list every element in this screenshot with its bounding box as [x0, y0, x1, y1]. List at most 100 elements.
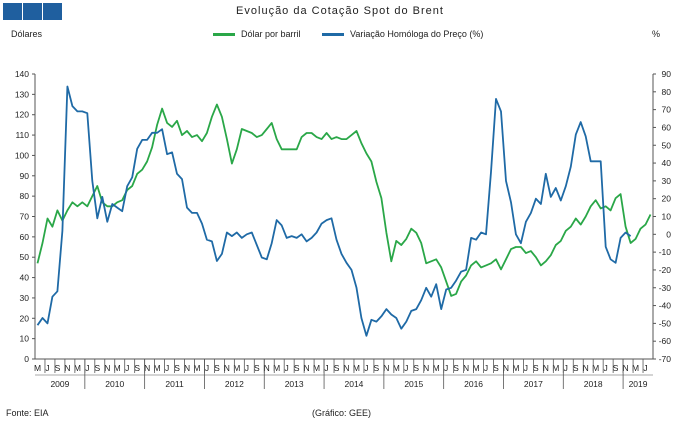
brand-square-2 [23, 3, 42, 20]
month-tick-label: S [94, 363, 100, 373]
month-tick-label: M [313, 363, 320, 373]
left-tick-label: 50 [20, 252, 30, 262]
left-tick-label: 0 [24, 354, 29, 364]
month-tick-label: N [104, 363, 110, 373]
right-tick-label: 20 [662, 194, 672, 204]
left-tick-label: 80 [20, 191, 30, 201]
month-tick-label: N [583, 363, 589, 373]
right-tick-label: 0 [666, 229, 671, 239]
month-tick-label: S [493, 363, 499, 373]
month-tick-label: S [214, 363, 220, 373]
month-tick-label: N [304, 363, 310, 373]
month-tick-label: S [254, 363, 260, 373]
right-tick-label: 80 [662, 87, 672, 97]
month-tick-label: J [564, 363, 568, 373]
month-tick-label: S [334, 363, 340, 373]
month-tick-label: M [193, 363, 200, 373]
legend-swatch-blue [322, 32, 344, 36]
month-tick-label: N [423, 363, 429, 373]
month-tick-label: S [134, 363, 140, 373]
month-tick-label: M [552, 363, 559, 373]
footer-source: Fonte: EIA [6, 408, 49, 418]
month-tick-label: M [592, 363, 599, 373]
month-tick-label: M [433, 363, 440, 373]
month-tick-label: M [233, 363, 240, 373]
month-tick-label: J [404, 363, 408, 373]
right-axis-unit: % [652, 29, 661, 39]
left-tick-label: 130 [15, 89, 29, 99]
right-tick-label: -30 [659, 283, 672, 293]
legend-label-price: Dólar por barril [241, 29, 301, 39]
month-tick-label: J [165, 363, 169, 373]
month-tick-label: M [34, 363, 41, 373]
month-tick-label: S [374, 363, 380, 373]
month-tick-label: N [623, 363, 629, 373]
year-label: 2011 [165, 379, 184, 389]
month-tick-label: J [524, 363, 528, 373]
month-tick-label: M [632, 363, 639, 373]
month-tick-label: M [273, 363, 280, 373]
year-label: 2018 [584, 379, 603, 389]
year-label: 2009 [50, 379, 69, 389]
month-tick-label: N [184, 363, 190, 373]
month-tick-label: J [364, 363, 368, 373]
month-tick-label: N [503, 363, 509, 373]
year-label: 2016 [464, 379, 483, 389]
right-tick-label: 70 [662, 105, 672, 115]
legend-label-variation: Variação Homóloga do Preço (%) [350, 29, 484, 39]
series-line-variation [36, 85, 632, 337]
left-tick-label: 10 [20, 334, 30, 344]
right-tick-label: -60 [659, 336, 672, 346]
month-tick-label: N [343, 363, 349, 373]
brand-square-1 [3, 3, 22, 20]
year-label: 2019 [629, 379, 648, 389]
month-tick-label: S [413, 363, 419, 373]
year-label: 2017 [524, 379, 543, 389]
right-tick-label: 90 [662, 69, 672, 79]
month-tick-label: M [74, 363, 81, 373]
month-tick-label: J [285, 363, 289, 373]
month-tick-label: J [643, 363, 647, 373]
month-tick-label: J [444, 363, 448, 373]
right-tick-label: -10 [659, 247, 672, 257]
month-tick-label: J [85, 363, 89, 373]
month-tick-label: S [613, 363, 619, 373]
footer-credit: (Gráfico: GEE) [312, 408, 372, 418]
left-tick-label: 90 [20, 171, 30, 181]
month-tick-label: J [245, 363, 249, 373]
month-tick-label: M [353, 363, 360, 373]
month-tick-label: M [512, 363, 519, 373]
month-tick-label: N [264, 363, 270, 373]
right-tick-label: 10 [662, 212, 672, 222]
month-tick-label: N [224, 363, 230, 373]
month-tick-label: N [383, 363, 389, 373]
left-tick-label: 20 [20, 313, 30, 323]
left-tick-label: 70 [20, 212, 30, 222]
month-tick-label: J [45, 363, 49, 373]
month-tick-label: S [55, 363, 61, 373]
year-label: 2010 [105, 379, 124, 389]
series-line-price [36, 103, 652, 297]
right-tick-label: -70 [659, 354, 672, 364]
left-tick-label: 40 [20, 273, 30, 283]
left-tick-label: 140 [15, 69, 29, 79]
legend-item-variation: Variação Homóloga do Preço (%) [322, 29, 483, 39]
left-tick-label: 120 [15, 110, 29, 120]
month-tick-label: J [484, 363, 488, 373]
month-tick-label: S [573, 363, 579, 373]
month-tick-label: S [294, 363, 300, 373]
right-tick-label: -20 [659, 265, 672, 275]
year-label: 2015 [404, 379, 423, 389]
month-tick-label: M [154, 363, 161, 373]
month-tick-label: S [533, 363, 539, 373]
month-tick-label: J [604, 363, 608, 373]
year-label: 2013 [285, 379, 304, 389]
right-tick-label: -40 [659, 301, 672, 311]
right-tick-label: 30 [662, 176, 672, 186]
left-tick-label: 110 [15, 130, 29, 140]
right-tick-label: 60 [662, 122, 672, 132]
year-label: 2012 [225, 379, 244, 389]
month-tick-label: M [393, 363, 400, 373]
legend-item-price: Dólar por barril [213, 29, 301, 39]
